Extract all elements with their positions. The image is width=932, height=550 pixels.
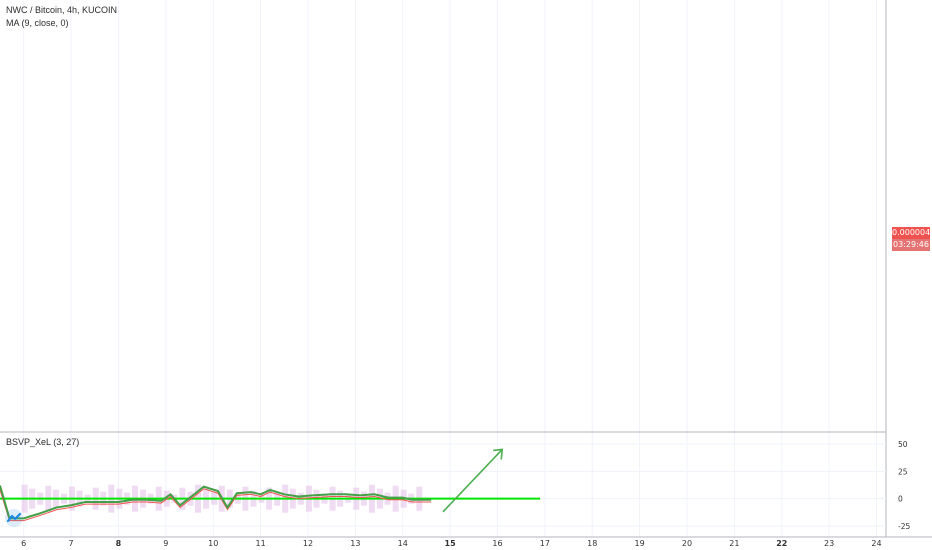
- x-tick-label: 13: [350, 539, 360, 548]
- x-tick-label: 6: [21, 539, 26, 548]
- x-tick-label: 14: [398, 539, 408, 548]
- ind-arrow-head: [493, 448, 504, 460]
- x-tick-label: 8: [116, 539, 122, 548]
- ind-y-tick-label: 50: [898, 440, 908, 449]
- x-tick-label: 16: [492, 539, 502, 548]
- grid-lines: [23, 0, 878, 537]
- x-tick-label: 23: [824, 539, 834, 548]
- current-price-tag: 0.00000428: [892, 227, 932, 239]
- x-tick-label: 15: [445, 539, 457, 548]
- x-tick-label: 20: [682, 539, 692, 548]
- x-tick-label: 10: [208, 539, 218, 548]
- x-tick-label: 11: [255, 539, 265, 548]
- ind-slow-line: [0, 488, 432, 522]
- ind-fast-line: [0, 485, 432, 520]
- symbol-legend: NWC / Bitcoin, 4h, KUCOIN: [6, 5, 118, 15]
- x-tick-label: 9: [163, 539, 168, 548]
- ind-y-tick-label: -25: [898, 522, 910, 531]
- indicator-legend: BSVP_XeL (3, 27): [6, 437, 80, 447]
- tradingview-logo-icon[interactable]: [4, 508, 24, 528]
- x-tick-label: 18: [587, 539, 597, 548]
- x-tick-label: 12: [303, 539, 313, 548]
- ma-legend: MA (9, close, 0): [6, 18, 69, 28]
- ind-y-tick-label: 0: [898, 495, 903, 504]
- ind-arrow: [442, 448, 503, 513]
- x-tick-label: 21: [729, 539, 739, 548]
- x-tick-label: 7: [69, 539, 74, 548]
- x-tick-label: 24: [871, 539, 881, 548]
- ind-y-tick-label: 25: [898, 467, 908, 476]
- bar-timer-tag: 03:29:46: [892, 239, 930, 251]
- indicator-pane: 50 25 0 -25: [0, 440, 910, 531]
- x-tick-label: 19: [635, 539, 645, 548]
- x-tick-label: 22: [776, 539, 787, 548]
- x-tick-label: 17: [540, 539, 550, 548]
